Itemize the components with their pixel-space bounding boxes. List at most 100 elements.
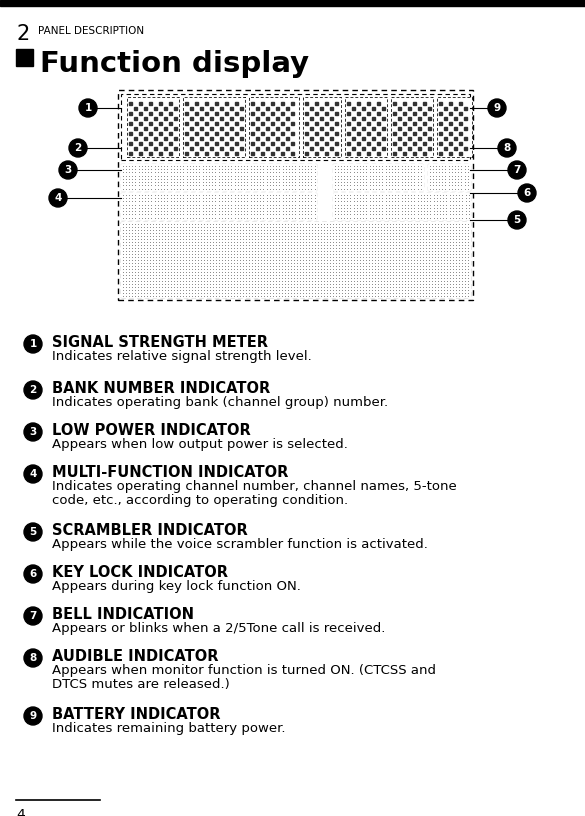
Point — [130, 223, 139, 236]
Point — [265, 241, 274, 254]
Point — [310, 220, 319, 233]
Point — [249, 182, 259, 195]
Point — [253, 289, 262, 302]
Point — [246, 188, 255, 202]
Point — [265, 166, 274, 179]
Bar — [428, 127, 431, 130]
Point — [148, 289, 157, 302]
Point — [205, 253, 214, 266]
Point — [337, 229, 346, 242]
Point — [433, 259, 442, 272]
Point — [190, 247, 199, 260]
Point — [343, 274, 352, 287]
Point — [163, 179, 172, 192]
Point — [307, 253, 316, 266]
Point — [139, 250, 148, 263]
Point — [145, 283, 154, 296]
Point — [407, 172, 416, 185]
Point — [229, 268, 238, 281]
Point — [220, 182, 229, 195]
Point — [253, 259, 262, 272]
Point — [193, 262, 202, 275]
Point — [337, 220, 346, 233]
Point — [130, 192, 140, 205]
Point — [412, 274, 421, 287]
Point — [244, 229, 253, 242]
Point — [196, 271, 205, 284]
Point — [252, 182, 261, 195]
Point — [379, 232, 388, 245]
Point — [458, 205, 467, 218]
Bar — [320, 127, 323, 130]
Point — [298, 250, 307, 263]
Point — [181, 274, 190, 287]
Point — [262, 274, 271, 287]
Point — [277, 229, 286, 242]
Point — [370, 277, 379, 290]
Point — [230, 169, 239, 182]
Point — [367, 217, 376, 230]
Point — [442, 283, 451, 296]
Point — [148, 232, 157, 245]
Point — [307, 235, 316, 248]
Bar — [164, 147, 167, 150]
Point — [325, 223, 334, 236]
Point — [277, 241, 286, 254]
Point — [376, 229, 385, 242]
Point — [166, 188, 175, 202]
Point — [187, 256, 196, 269]
Point — [322, 289, 331, 302]
Point — [413, 192, 422, 205]
Point — [205, 274, 214, 287]
Point — [220, 160, 229, 173]
Point — [298, 283, 307, 296]
Point — [220, 192, 229, 205]
Point — [328, 253, 337, 266]
Point — [185, 208, 194, 221]
Text: 2: 2 — [16, 24, 29, 44]
Point — [394, 265, 403, 278]
Point — [217, 220, 226, 233]
Point — [424, 223, 433, 236]
Point — [463, 277, 472, 290]
Point — [292, 250, 301, 263]
Point — [241, 265, 250, 278]
Point — [448, 238, 457, 251]
Point — [202, 289, 211, 302]
Point — [439, 220, 448, 233]
Point — [217, 172, 226, 185]
Point — [166, 250, 175, 263]
Point — [259, 217, 268, 230]
Point — [284, 172, 294, 185]
Bar — [393, 112, 396, 115]
Point — [431, 175, 441, 188]
Point — [249, 169, 259, 182]
Point — [133, 238, 142, 251]
Point — [230, 192, 239, 205]
Point — [148, 268, 157, 281]
Point — [172, 211, 181, 224]
Point — [415, 244, 424, 257]
Point — [185, 198, 194, 211]
Point — [121, 259, 130, 272]
Point — [400, 241, 409, 254]
Point — [118, 280, 127, 293]
Point — [169, 179, 178, 192]
Point — [391, 162, 400, 175]
Circle shape — [59, 161, 77, 179]
Point — [445, 211, 455, 224]
Point — [385, 271, 394, 284]
Point — [292, 262, 301, 275]
Point — [274, 286, 283, 299]
Point — [301, 259, 310, 272]
Point — [352, 238, 361, 251]
Bar — [286, 147, 289, 150]
Point — [452, 205, 461, 218]
Point — [427, 271, 436, 284]
Point — [397, 259, 406, 272]
Point — [387, 166, 397, 179]
Point — [286, 274, 295, 287]
Text: SIGNAL STRENGTH METER: SIGNAL STRENGTH METER — [52, 335, 268, 350]
Point — [280, 232, 289, 245]
Point — [331, 235, 340, 248]
